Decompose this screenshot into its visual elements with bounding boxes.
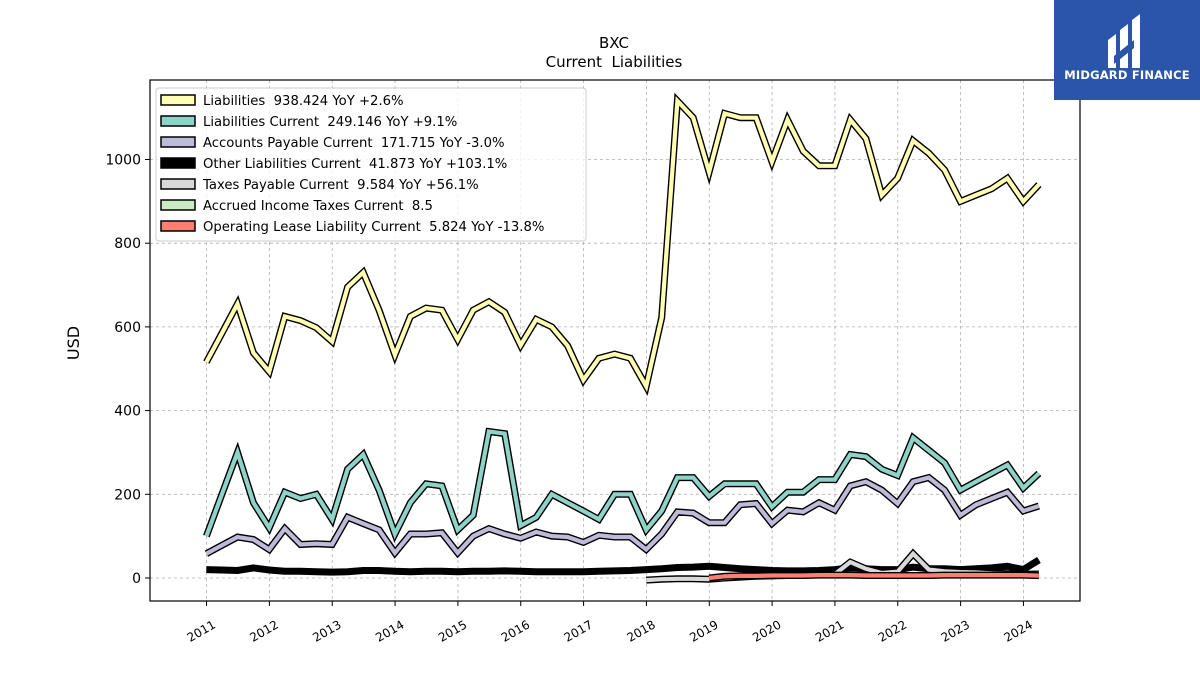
y-tick-label: 200 (114, 487, 141, 503)
x-tick-label: 2021 (813, 617, 846, 644)
legend-label: Accrued Income Taxes Current 8.5 (203, 199, 433, 214)
legend-label: Other Liabilities Current 41.873 YoY +10… (203, 157, 507, 172)
legend-swatch (160, 115, 196, 127)
series-line (204, 95, 1041, 393)
legend-swatch (160, 220, 196, 232)
chart-title: BXC (599, 34, 629, 52)
y-tick-label: 0 (132, 571, 141, 587)
logo-mark-icon (1108, 14, 1140, 68)
legend-label: Taxes Payable Current 9.584 YoY +56.1% (202, 178, 479, 193)
legend-swatch (160, 178, 196, 190)
logo-text: MIDGARD FINANCE (1064, 68, 1190, 82)
x-tick-label: 2022 (876, 617, 909, 644)
x-tick-label: 2015 (436, 617, 469, 644)
series-line (205, 475, 1040, 557)
x-tick-label: 2023 (939, 617, 972, 644)
legend-label: Operating Lease Liability Current 5.824 … (203, 220, 544, 235)
x-tick-label: 2019 (687, 617, 720, 644)
y-tick-label: 800 (114, 236, 141, 252)
y-tick-label: 600 (114, 320, 141, 336)
x-tick-label: 2016 (499, 617, 532, 644)
series-accounts-payable-current (204, 473, 1040, 559)
x-tick-label: 2018 (624, 617, 657, 644)
legend-swatch (160, 199, 196, 211)
legend-swatch (160, 157, 196, 169)
chart-subtitle: Current Liabilities (546, 53, 683, 71)
y-tick-label: 1000 (105, 153, 141, 169)
brand-logo: MIDGARD FINANCE (1054, 0, 1200, 100)
x-tick-label: 2013 (310, 617, 343, 644)
series-liabilities-current (203, 427, 1042, 543)
plot-frame (149, 79, 1081, 602)
y-axis-ticks: 0 200 400 600 800 1000 (105, 153, 150, 587)
x-axis-ticks: 2011 2012 2013 2014 2015 2016 2017 2018 2019 2020… (185, 601, 1035, 645)
legend-box (155, 87, 587, 242)
series-liabilities (203, 92, 1042, 396)
y-tick-label: 400 (114, 404, 141, 420)
legend-swatch (160, 136, 196, 148)
legend: Liabilities 938.424 YoY +2.6% Liabilities… (155, 87, 587, 242)
legend-swatch (160, 94, 196, 106)
x-tick-label: 2020 (750, 617, 783, 644)
x-tick-label: 2024 (1001, 617, 1034, 644)
legend-label: Accounts Payable Current 171.715 YoY -3.… (203, 136, 505, 151)
series-operating-lease-liability-current (708, 571, 1040, 582)
x-tick-label: 2014 (373, 617, 406, 644)
series-lines (203, 92, 1042, 584)
y-axis-label: USD (64, 326, 83, 360)
x-tick-label: 2017 (562, 617, 595, 644)
series-other-liabilities-current (206, 557, 1041, 576)
legend-label: Liabilities Current 249.146 YoY +9.1% (203, 115, 457, 130)
legend-label: Liabilities 938.424 YoY +2.6% (203, 94, 404, 109)
x-tick-label: 2011 (185, 617, 218, 644)
x-tick-label: 2012 (247, 617, 280, 644)
series-line (204, 429, 1041, 540)
series-line (708, 572, 1039, 581)
